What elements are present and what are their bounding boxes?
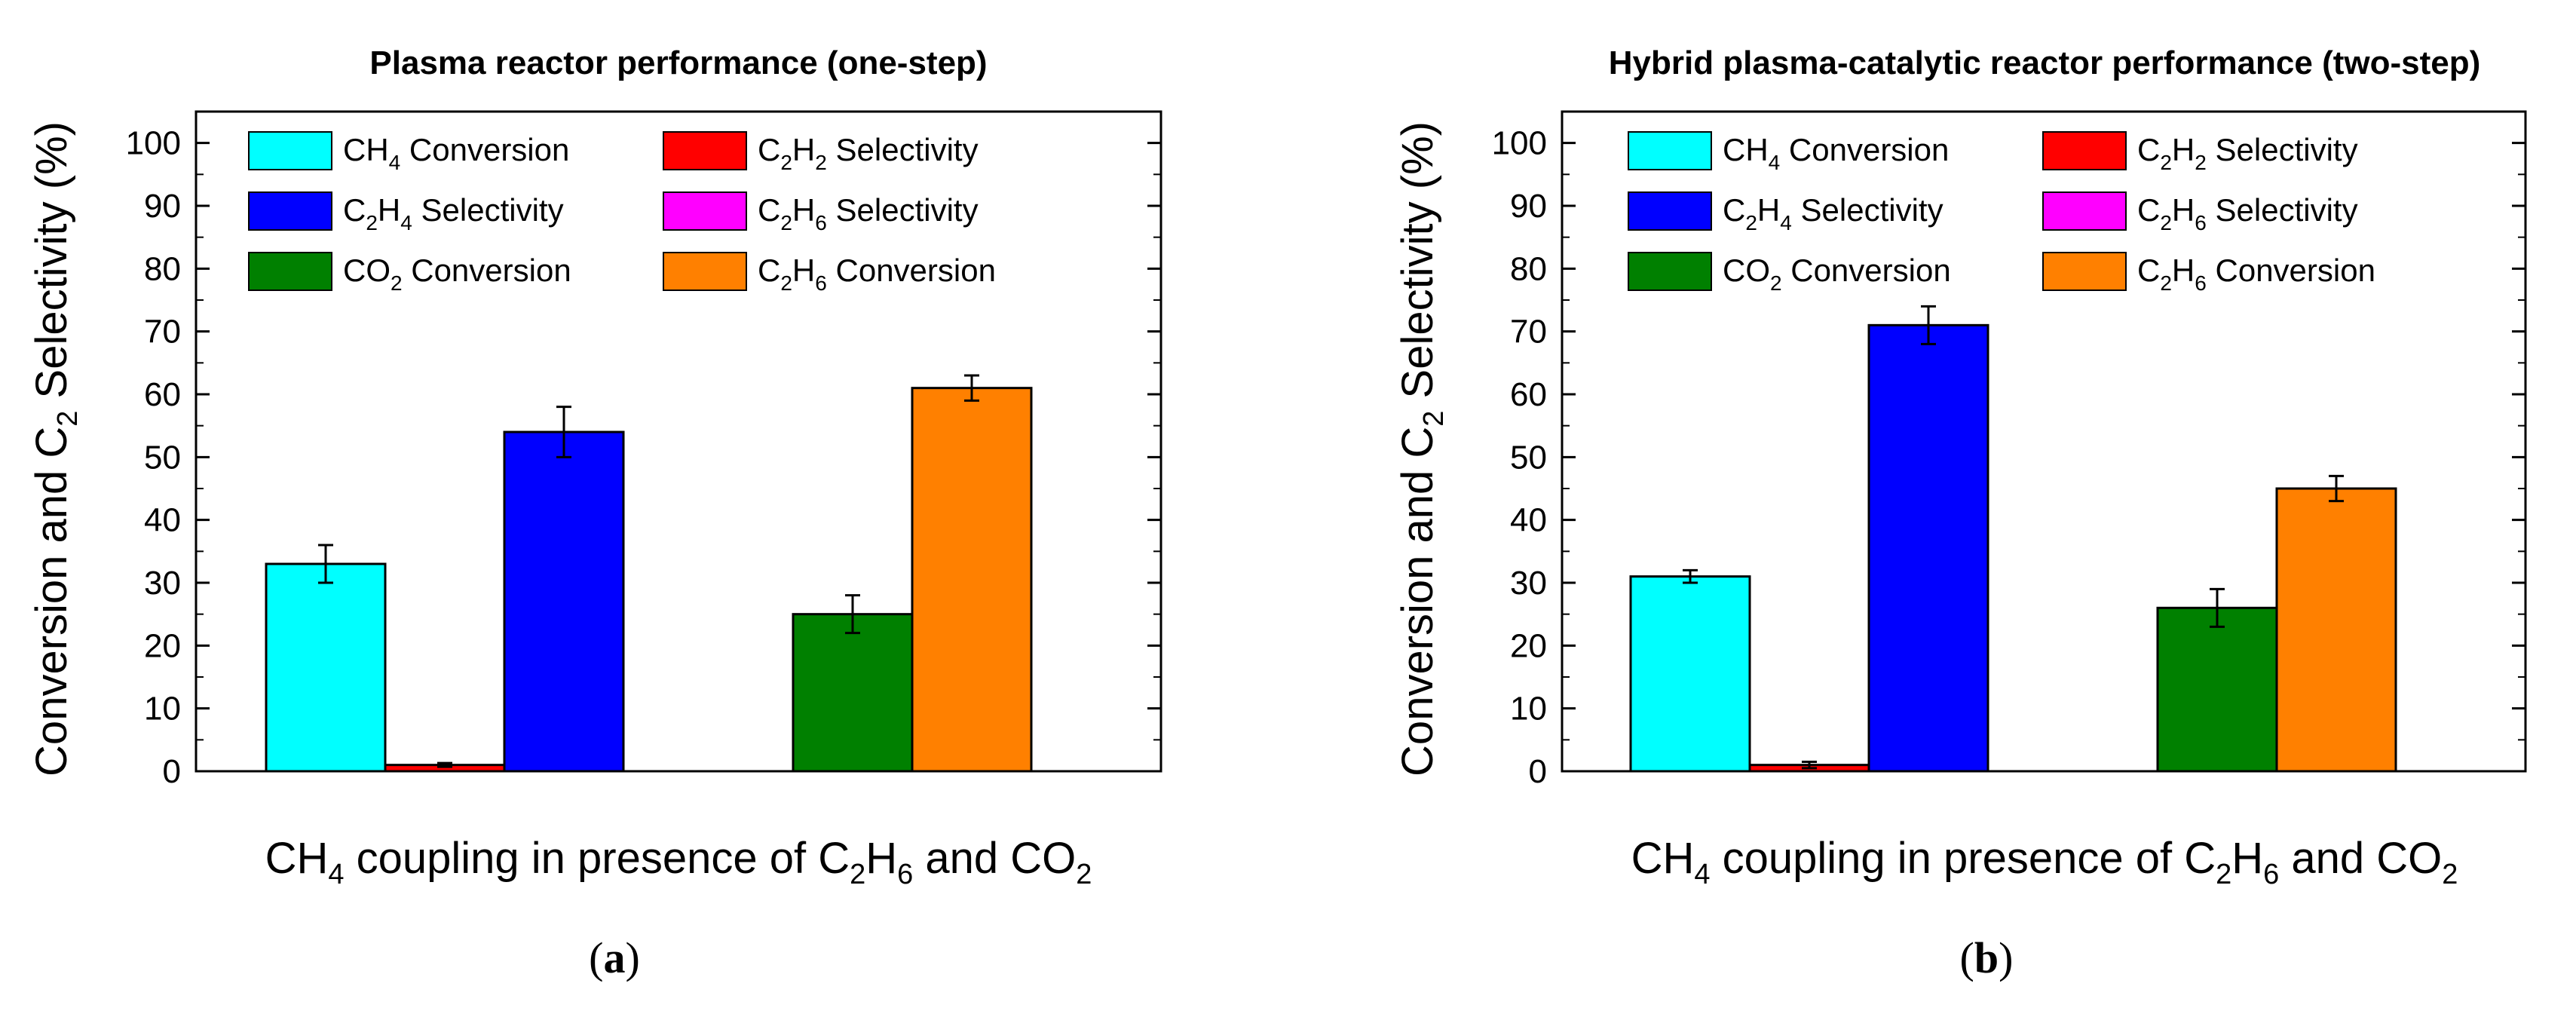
y-tick-label: 40 [1510, 502, 1547, 539]
panel-label: (a) [589, 933, 640, 982]
y-tick-label: 30 [144, 565, 181, 602]
y-tick-label: 10 [144, 691, 181, 728]
legend-label: CH4 Conversion [343, 132, 569, 174]
legend-label: CO2 Conversion [1723, 253, 1951, 295]
y-tick-label: 30 [1510, 565, 1547, 602]
y-tick-label: 100 [1492, 125, 1547, 162]
bar-c2h6-conversion [2275, 487, 2397, 773]
y-tick-label: 50 [144, 439, 181, 476]
y-tick-label: 40 [144, 502, 181, 539]
x-axis-label: CH4 coupling in presence of C2H6 and CO2 [1631, 834, 2458, 890]
x-axis-label: CH4 coupling in presence of C2H6 and CO2 [265, 834, 1092, 890]
y-tick-label: 80 [144, 250, 181, 287]
y-tick-label: 0 [1529, 753, 1547, 790]
y-tick-label: 70 [144, 314, 181, 351]
y-tick-label: 90 [1510, 188, 1547, 225]
legend-label: C2H6 Selectivity [758, 192, 979, 234]
legend-swatch [248, 252, 332, 291]
plot-frame [195, 110, 1162, 773]
y-tick-label: 10 [1510, 691, 1547, 728]
legend-label: C2H4 Selectivity [343, 192, 564, 234]
y-tick-label: 90 [144, 188, 181, 225]
legend-swatch [1628, 252, 1712, 291]
legend-swatch [663, 252, 747, 291]
panel-label: (b) [1960, 933, 2014, 982]
chart-title: Plasma reactor performance (one-step) [369, 44, 987, 81]
legend-swatch [248, 131, 332, 170]
legend-label: C2H2 Selectivity [2137, 132, 2358, 174]
legend-swatch [248, 191, 332, 231]
legend-swatch [2042, 191, 2127, 231]
y-tick-label: 80 [1510, 250, 1547, 287]
legend-swatch [663, 131, 747, 170]
y-tick-label: 50 [1510, 439, 1547, 476]
chart-panel-b: Hybrid plasma-catalytic reactor performa… [1393, 44, 2527, 982]
legend-label: CO2 Conversion [343, 253, 571, 295]
bar-co2-conversion [2156, 606, 2278, 773]
y-tick-label: 60 [144, 376, 181, 413]
y-tick-label: 60 [1510, 376, 1547, 413]
legend-label: C2H6 Conversion [758, 253, 996, 295]
y-tick-label: 20 [144, 627, 181, 664]
y-axis-label: Conversion and C2 Selectivity (%) [1393, 121, 1450, 777]
bar-co2-conversion [792, 613, 914, 773]
legend-label: C2H4 Selectivity [1723, 192, 1943, 234]
bar-c2h4-selectivity [1867, 323, 1989, 773]
legend-label: C2H2 Selectivity [758, 132, 979, 174]
y-tick-label: 100 [126, 125, 181, 162]
bar-c2h6-conversion [911, 387, 1033, 773]
plot-frame [1561, 110, 2527, 773]
legend-swatch [2042, 252, 2127, 291]
legend-swatch [1628, 191, 1712, 231]
legend-label: CH4 Conversion [1723, 132, 1949, 174]
bar-ch4-conversion [1629, 575, 1751, 773]
chart-title: Hybrid plasma-catalytic reactor performa… [1609, 44, 2481, 81]
legend-label: C2H6 Conversion [2137, 253, 2375, 295]
bar-c2h4-selectivity [503, 430, 625, 773]
y-tick-label: 70 [1510, 314, 1547, 351]
y-axis-label: Conversion and C2 Selectivity (%) [27, 121, 84, 777]
legend-swatch [2042, 131, 2127, 170]
y-tick-label: 0 [163, 753, 181, 790]
legend-swatch [1628, 131, 1712, 170]
chart-panel-a: Plasma reactor performance (one-step) 0 10… [27, 44, 1162, 982]
bar-ch4-conversion [265, 562, 387, 773]
legend-swatch [663, 191, 747, 231]
legend-label: C2H6 Selectivity [2137, 192, 2358, 234]
y-tick-label: 20 [1510, 627, 1547, 664]
